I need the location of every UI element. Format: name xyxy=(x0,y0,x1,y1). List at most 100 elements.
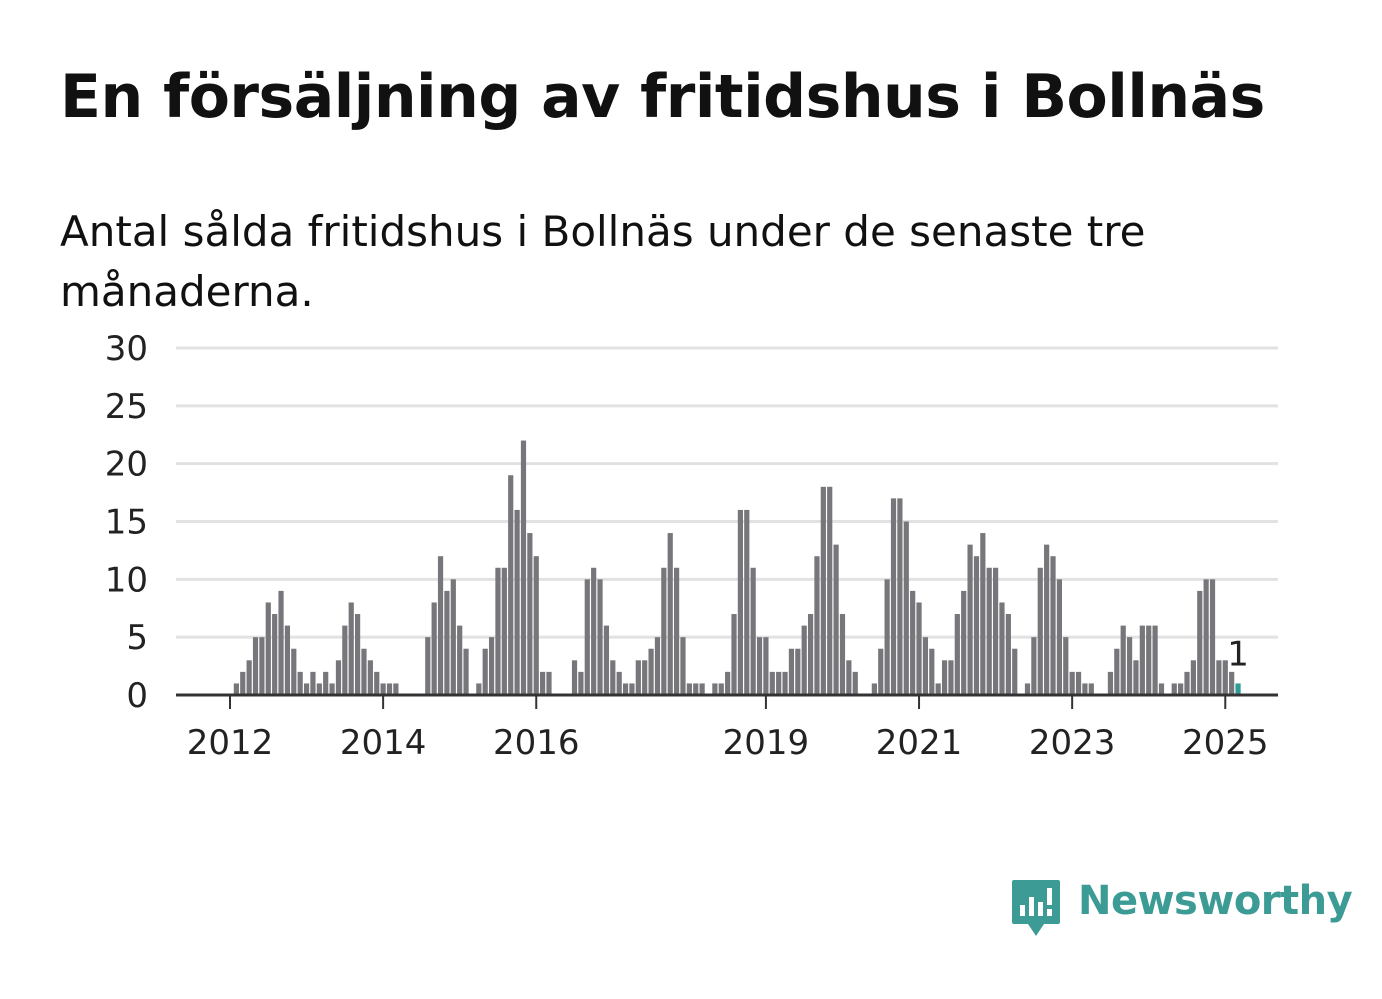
bar xyxy=(425,637,431,695)
bar xyxy=(1190,660,1196,695)
bar xyxy=(929,648,935,695)
bar xyxy=(495,567,501,695)
bar xyxy=(910,590,916,695)
bar xyxy=(852,671,858,695)
bar xyxy=(514,509,520,695)
bar xyxy=(297,671,303,695)
y-tick-label: 10 xyxy=(105,560,148,600)
bar xyxy=(967,544,973,695)
bar xyxy=(1114,648,1120,695)
x-tick-label: 2023 xyxy=(1029,723,1116,763)
bar xyxy=(916,602,922,695)
bar xyxy=(642,660,648,695)
bar xyxy=(986,567,992,695)
bar xyxy=(431,602,437,695)
bar xyxy=(450,579,456,695)
bar xyxy=(457,625,463,695)
y-tick-label: 5 xyxy=(126,618,148,658)
bar xyxy=(674,567,680,695)
bar xyxy=(622,683,629,695)
x-tick-label: 2014 xyxy=(340,723,427,763)
bar xyxy=(1222,660,1228,695)
bar xyxy=(546,671,552,695)
bar xyxy=(1178,683,1184,695)
bar xyxy=(1075,671,1082,695)
bar xyxy=(954,614,960,695)
bar xyxy=(265,602,271,695)
bar xyxy=(527,533,533,695)
bar xyxy=(884,579,890,695)
bar xyxy=(890,498,897,695)
bar xyxy=(520,440,527,695)
bar xyxy=(820,486,826,695)
brand-name: Newsworthy xyxy=(1078,878,1353,924)
bar xyxy=(1082,683,1088,695)
bar xyxy=(361,648,367,695)
bar xyxy=(291,648,297,695)
bar xyxy=(1088,683,1094,695)
bar xyxy=(335,660,342,695)
bar xyxy=(1171,683,1177,695)
bar xyxy=(488,637,495,695)
bar xyxy=(731,614,737,695)
bar xyxy=(782,671,788,695)
bar xyxy=(603,625,610,695)
bar xyxy=(1024,683,1031,695)
bar xyxy=(508,475,514,695)
newsworthy-logo: Newsworthy xyxy=(1010,878,1353,940)
bar xyxy=(948,660,954,695)
bar xyxy=(763,637,769,695)
bar xyxy=(922,637,929,695)
bar xyxy=(437,556,444,695)
y-tick-label: 30 xyxy=(105,329,148,369)
bar xyxy=(1133,660,1139,695)
bar xyxy=(737,509,743,695)
bar xyxy=(680,637,686,695)
bar xyxy=(597,579,603,695)
bar xyxy=(329,683,335,695)
bar xyxy=(501,567,507,695)
bar xyxy=(871,683,877,695)
bar xyxy=(903,521,909,695)
bar xyxy=(1184,671,1190,695)
bar xyxy=(993,567,999,695)
bar xyxy=(827,486,833,695)
bar xyxy=(776,671,782,695)
bar xyxy=(348,602,354,695)
bar xyxy=(1158,683,1165,695)
bar xyxy=(1216,660,1222,695)
bar xyxy=(1063,637,1069,695)
bar xyxy=(769,671,775,695)
x-tick-label: 2016 xyxy=(493,723,580,763)
bar xyxy=(1056,579,1062,695)
bar xyxy=(303,683,310,695)
x-tick-label: 2025 xyxy=(1182,723,1269,763)
bar xyxy=(725,671,731,695)
bar xyxy=(374,671,380,695)
gridlines xyxy=(176,346,1278,639)
bar xyxy=(1209,579,1216,695)
bar xyxy=(648,648,654,695)
bar-value-label: 1 xyxy=(1227,634,1249,674)
x-tick-label: 2021 xyxy=(876,723,963,763)
bar xyxy=(744,509,750,695)
y-tick-label: 25 xyxy=(105,387,148,427)
bar xyxy=(699,683,705,695)
bar xyxy=(712,683,718,695)
bar xyxy=(1031,637,1037,695)
bar xyxy=(846,660,852,695)
bar xyxy=(693,683,699,695)
y-tick-label: 0 xyxy=(126,676,148,716)
bar xyxy=(272,614,278,695)
bar xyxy=(661,567,667,695)
bar xyxy=(750,567,756,695)
bar xyxy=(973,556,980,695)
bar xyxy=(1203,579,1209,695)
bar xyxy=(278,590,284,695)
bar xyxy=(367,660,373,695)
bar xyxy=(941,660,948,695)
bar xyxy=(897,498,903,695)
bar xyxy=(1050,556,1056,695)
bar xyxy=(833,544,839,695)
bar xyxy=(578,671,584,695)
